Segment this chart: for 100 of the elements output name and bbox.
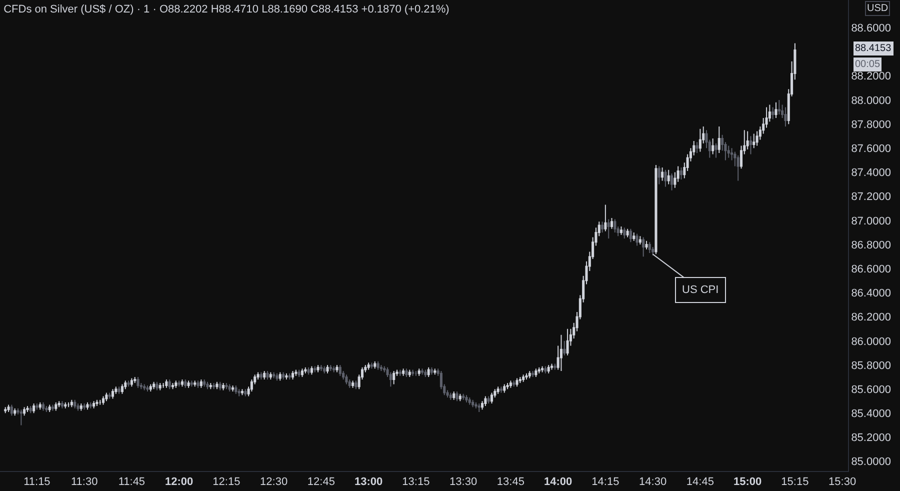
candlestick: [307, 366, 310, 376]
candlestick: [534, 368, 538, 378]
candlestick: [620, 226, 622, 236]
x-tick-label: 15:15: [781, 476, 809, 488]
candlestick: [746, 130, 749, 150]
candlestick: [42, 402, 45, 412]
candlestick: [89, 402, 92, 409]
candlestick: [114, 386, 118, 394]
candlestick: [174, 380, 178, 388]
candlestick: [462, 393, 465, 400]
candlestick: [420, 368, 424, 376]
candlestick: [228, 384, 231, 392]
candlestick: [427, 366, 430, 378]
candlestick: [98, 399, 102, 406]
y-tick-label: 86.8000: [851, 239, 891, 252]
x-tick-label: 14:00: [544, 476, 572, 488]
candlestick: [547, 364, 550, 374]
candlestick: [118, 386, 120, 394]
candlestick: [304, 366, 307, 374]
candlestick: [58, 400, 60, 408]
x-tick-label: 11:15: [24, 476, 50, 488]
x-tick-label: 14:45: [686, 476, 714, 488]
candlestick: [778, 99, 780, 115]
candlestick: [756, 130, 758, 146]
candlestick: [623, 227, 626, 240]
candlestick: [168, 378, 171, 390]
candlestick: [282, 372, 285, 380]
candlestick: [474, 402, 478, 409]
candlestick: [171, 382, 174, 390]
candlestick: [696, 142, 698, 154]
candlestick: [392, 370, 396, 385]
candlestick: [156, 381, 158, 391]
candlestick: [64, 402, 67, 409]
candlestick: [354, 380, 358, 390]
candlestick: [541, 366, 544, 373]
y-tick-label: 86.6000: [851, 263, 891, 276]
candlestick: [143, 384, 146, 391]
candlestick: [566, 328, 569, 356]
candlestick: [487, 396, 490, 404]
candlestick: [338, 364, 342, 376]
candlestick: [367, 362, 370, 370]
candlestick: [490, 392, 494, 404]
candlestick: [506, 382, 509, 390]
candlestick: [698, 128, 702, 152]
y-tick-label: 88.6000: [851, 22, 891, 35]
candlestick: [528, 370, 531, 379]
candlestick: [484, 396, 487, 406]
candlestick: [200, 378, 202, 388]
candlestick: [614, 218, 616, 233]
text: 88.4153: [855, 43, 892, 54]
x-tick-label: 11:45: [118, 476, 146, 488]
x-tick-label: 15:00: [734, 476, 762, 488]
candlestick: [604, 204, 607, 232]
candlestick: [7, 404, 10, 412]
candlestick: [102, 396, 105, 406]
candlestick: [402, 368, 405, 376]
candlestick: [661, 166, 664, 182]
candlestick: [266, 370, 269, 380]
candlestick: [45, 405, 48, 412]
candlestick: [645, 240, 648, 250]
candlestick: [380, 364, 382, 372]
candlestick: [162, 382, 165, 388]
candlestick: [522, 374, 525, 382]
candlestick: [70, 399, 73, 408]
candlestick: [26, 405, 29, 412]
candlestick: [749, 136, 752, 155]
candlestick: [496, 386, 500, 394]
candlestick: [374, 360, 376, 370]
x-tick-label: 13:15: [402, 476, 430, 488]
candlestick: [260, 372, 262, 380]
candlestick: [111, 388, 114, 400]
candlestick: [178, 380, 180, 388]
candlestick: [272, 372, 276, 379]
candlestick: [108, 392, 111, 400]
candlestick: [544, 366, 547, 374]
candlestick: [149, 384, 152, 392]
candlestick: [225, 382, 228, 390]
candlestick: [190, 380, 193, 388]
candlestick: [60, 400, 64, 409]
x-tick-label: 12:15: [212, 476, 240, 488]
candlestick: [607, 218, 610, 240]
y-tick-label: 87.2000: [851, 191, 891, 204]
candlestick: [642, 236, 645, 258]
candlestick: [80, 403, 82, 412]
candlestick: [516, 378, 518, 388]
candlestick: [23, 406, 26, 416]
candlestick: [127, 380, 130, 388]
candlestick: [658, 166, 660, 185]
candlestick: [408, 369, 411, 378]
y-tick-label: 87.0000: [851, 215, 891, 228]
y-tick-label: 85.8000: [851, 360, 891, 372]
candlestick: [430, 366, 433, 376]
candlestick: [518, 376, 522, 384]
candlestick: [222, 382, 225, 391]
candlestick: [458, 393, 462, 402]
candlestick: [512, 380, 516, 388]
candlestick: [130, 378, 133, 388]
candlestick: [216, 381, 218, 390]
candlestick: [468, 397, 471, 406]
candlestick: [136, 376, 140, 388]
